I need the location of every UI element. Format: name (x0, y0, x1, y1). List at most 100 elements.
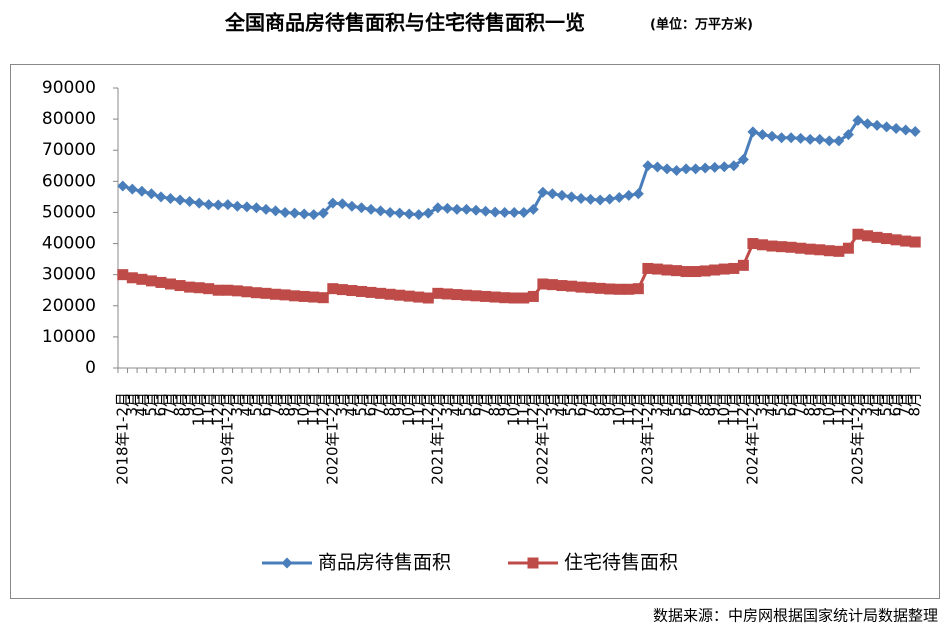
x-tick-label: 10月 (400, 392, 418, 426)
x-tick-label: 8月 (276, 392, 294, 417)
y-tick-label: 90000 (42, 78, 96, 98)
data-point (795, 132, 807, 144)
x-tick-label: 7月 (371, 392, 389, 417)
x-tick-label: 2023年1-2月 (638, 392, 656, 485)
x-tick-label: 5月 (247, 392, 265, 417)
x-tick-label: 3月 (123, 392, 141, 417)
data-point (470, 204, 482, 216)
data-point (747, 126, 759, 138)
legend-label: 商品房待售面积 (318, 552, 451, 574)
x-tick-label: 10月 (190, 392, 208, 426)
x-tick-label: 8月 (486, 392, 504, 417)
data-point (833, 135, 845, 147)
data-point (642, 160, 654, 172)
x-tick-label: 6月 (467, 392, 485, 417)
data-point (394, 207, 406, 219)
x-tick-label: 11月 (199, 392, 217, 426)
data-point (814, 133, 826, 145)
data-point (222, 284, 234, 296)
data-point (546, 188, 558, 200)
x-tick-label: 12月 (419, 392, 437, 426)
x-tick-label: 8月 (171, 392, 189, 417)
x-tick-label: 2020年1-2月 (323, 392, 341, 485)
data-point (260, 287, 272, 299)
data-point (432, 202, 444, 214)
x-tick-label: 8月 (906, 392, 924, 417)
y-tick-label: 70000 (42, 140, 96, 160)
x-tick-label: 9月 (495, 392, 513, 417)
x-tick-label: 12月 (524, 392, 542, 426)
data-point (460, 289, 472, 301)
x-tick-label: 6月 (151, 392, 169, 417)
x-tick-label: 12月 (734, 392, 752, 426)
x-tick-label: 7月 (896, 392, 914, 417)
data-point (126, 272, 138, 284)
legend-marker (281, 557, 293, 569)
data-point (413, 209, 425, 221)
data-point (585, 282, 597, 294)
data-point (900, 235, 912, 247)
data-point (136, 185, 148, 197)
x-tick-label: 5月 (142, 392, 160, 417)
x-tick-label: 7月 (791, 392, 809, 417)
data-point (336, 198, 348, 210)
data-point (575, 192, 587, 204)
data-point (737, 154, 749, 166)
data-point (642, 262, 654, 274)
data-point (776, 241, 788, 253)
x-tick-label: 11月 (514, 392, 532, 426)
data-point (804, 133, 816, 145)
data-point (403, 290, 415, 302)
data-point (680, 266, 692, 278)
x-tick-label: 12月 (629, 392, 647, 426)
x-tick-label: 9月 (390, 392, 408, 417)
data-point (823, 135, 835, 147)
data-point (413, 291, 425, 303)
x-tick-label: 4月 (237, 392, 255, 417)
data-point (766, 240, 778, 252)
data-point (279, 206, 291, 218)
x-tick-label: 10月 (715, 392, 733, 426)
data-point (327, 283, 339, 295)
data-point (881, 121, 893, 133)
x-tick-label: 9月 (810, 392, 828, 417)
y-tick-label: 60000 (42, 171, 96, 191)
y-tick-label: 10000 (42, 327, 96, 347)
data-point (661, 163, 673, 175)
x-tick-label: 9月 (600, 392, 618, 417)
data-point (900, 124, 912, 136)
y-tick-label: 20000 (42, 296, 96, 316)
x-tick-label: 11月 (724, 392, 742, 426)
data-point (250, 202, 262, 214)
chart-title: 全国商品房待售面积与住宅待售面积一览 (224, 11, 585, 35)
data-point (241, 201, 253, 213)
x-tick-label: 8月 (381, 392, 399, 417)
chart-subtitle: (单位：万平方米) (650, 17, 753, 33)
x-tick-label: 3月 (648, 392, 666, 417)
data-point (355, 285, 367, 297)
data-point (241, 286, 253, 298)
data-point (260, 203, 272, 215)
x-tick-label: 9月 (180, 392, 198, 417)
x-tick-label: 12月 (209, 392, 227, 426)
x-tick-label: 7月 (476, 392, 494, 417)
data-point (709, 264, 721, 276)
data-point (384, 206, 396, 218)
data-point (518, 206, 530, 218)
x-tick-label: 9月 (285, 392, 303, 417)
data-point (346, 285, 358, 297)
x-tick-label: 2021年1-2月 (428, 392, 446, 485)
x-tick-label: 8月 (696, 392, 714, 417)
data-point (604, 193, 616, 205)
x-tick-label: 5月 (352, 392, 370, 417)
data-point (623, 189, 635, 201)
data-point (861, 118, 873, 130)
data-point (728, 262, 740, 274)
data-point (881, 233, 893, 245)
data-point (336, 284, 348, 296)
x-tick-label: 9月 (705, 392, 723, 417)
x-tick-label: 3月 (228, 392, 246, 417)
data-point (585, 193, 597, 205)
x-tick-label: 10月 (505, 392, 523, 426)
data-point (613, 192, 625, 204)
